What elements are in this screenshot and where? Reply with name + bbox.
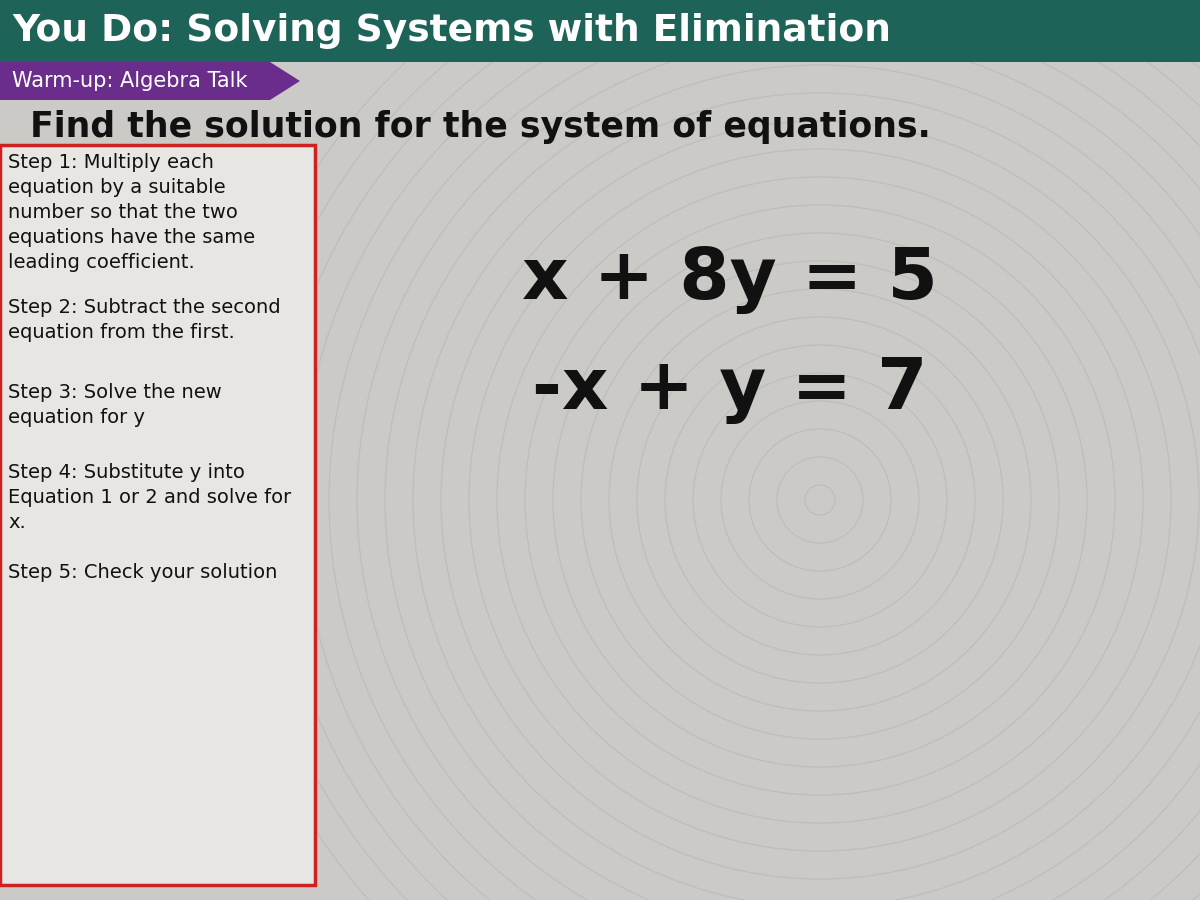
Text: You Do: Solving Systems with Elimination: You Do: Solving Systems with Elimination bbox=[12, 13, 890, 49]
Text: Step 2: Subtract the second
equation from the first.: Step 2: Subtract the second equation fro… bbox=[8, 298, 281, 342]
Text: Step 1: Multiply each
equation by a suitable
number so that the two
equations ha: Step 1: Multiply each equation by a suit… bbox=[8, 153, 256, 272]
Text: Step 4: Substitute y into
Equation 1 or 2 and solve for
x.: Step 4: Substitute y into Equation 1 or … bbox=[8, 463, 292, 532]
FancyBboxPatch shape bbox=[0, 145, 314, 885]
Text: Step 5: Check your solution: Step 5: Check your solution bbox=[8, 563, 277, 582]
Text: Warm-up: Algebra Talk: Warm-up: Algebra Talk bbox=[12, 71, 247, 91]
Polygon shape bbox=[0, 62, 300, 100]
Text: Step 3: Solve the new
equation for y: Step 3: Solve the new equation for y bbox=[8, 383, 222, 427]
FancyBboxPatch shape bbox=[0, 0, 1200, 62]
Text: Find the solution for the system of equations.: Find the solution for the system of equa… bbox=[30, 110, 931, 144]
Text: x + 8y = 5: x + 8y = 5 bbox=[522, 246, 938, 314]
Text: -x + y = 7: -x + y = 7 bbox=[533, 356, 928, 425]
